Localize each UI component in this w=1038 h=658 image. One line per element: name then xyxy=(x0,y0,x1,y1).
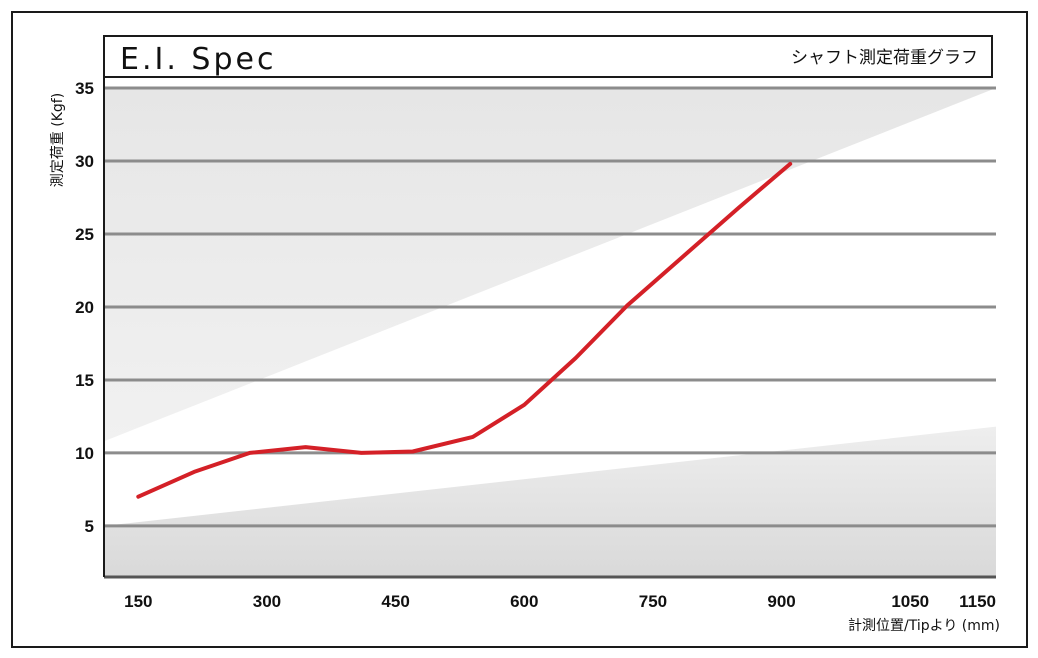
x-tick-label: 900 xyxy=(767,592,795,611)
lower-shaded-region xyxy=(104,426,996,577)
y-tick-label: 15 xyxy=(75,371,94,390)
y-tick-label: 10 xyxy=(75,444,94,463)
x-tick-labels: 150 300 450 600 750 900 1050 1150 xyxy=(124,592,996,611)
x-tick-label: 1150 xyxy=(959,592,996,611)
upper-shaded-region xyxy=(104,88,996,442)
x-tick-label: 150 xyxy=(124,592,152,611)
x-tick-label: 600 xyxy=(510,592,538,611)
x-tick-label: 1050 xyxy=(891,592,929,611)
y-tick-labels: 5 10 15 20 25 30 35 xyxy=(75,79,94,536)
y-tick-label: 35 xyxy=(75,79,94,98)
y-axis-label: 測定荷重 (Kgf) xyxy=(50,93,66,187)
title-box xyxy=(103,35,993,78)
chart-title: E.I. Spec xyxy=(120,42,276,77)
x-axis-label: 計測位置/Tipより (mm) xyxy=(848,618,1000,634)
x-tick-label: 450 xyxy=(381,592,409,611)
y-tick-label: 20 xyxy=(75,298,94,317)
x-tick-label: 300 xyxy=(253,592,281,611)
y-tick-label: 5 xyxy=(85,517,94,536)
chart-subtitle: シャフト測定荷重グラフ xyxy=(791,48,978,68)
x-tick-label: 750 xyxy=(639,592,667,611)
y-tick-label: 25 xyxy=(75,225,94,244)
y-tick-label: 30 xyxy=(75,152,94,171)
series-line xyxy=(136,161,793,499)
